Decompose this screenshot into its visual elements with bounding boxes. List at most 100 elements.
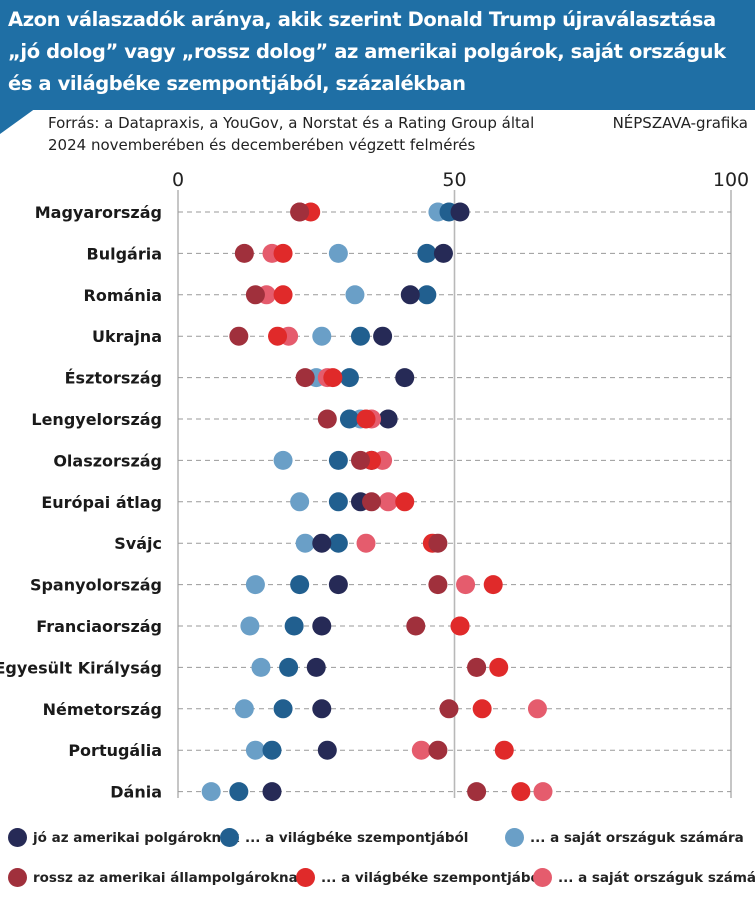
data-point [345, 285, 365, 305]
data-point [312, 699, 332, 719]
data-point [328, 243, 348, 263]
legend-label: rossz az amerikai állampolgároknak [33, 869, 307, 886]
data-point [312, 533, 332, 553]
data-point [395, 368, 415, 388]
data-point [339, 368, 359, 388]
data-point [428, 533, 448, 553]
x-axis-ticks: 0 50 100 [172, 169, 749, 191]
data-point [251, 657, 271, 677]
data-point [273, 450, 293, 470]
data-point [411, 740, 431, 760]
data-point [201, 782, 221, 802]
data-point [290, 575, 310, 595]
data-point [229, 326, 249, 346]
data-point [279, 657, 299, 677]
x-tick-label: 0 [172, 169, 184, 191]
legend-swatch [533, 868, 552, 887]
category-label: Spanyolország [30, 576, 162, 595]
legend-swatch [296, 868, 315, 887]
data-point [284, 616, 304, 636]
legend-label: ... a világbéke szempontjából [245, 829, 469, 846]
data-point [234, 699, 254, 719]
dot-plot: 0 50 100 Magyarország Bulgária Románia Ukrajn… [0, 169, 749, 802]
legend-swatch [8, 828, 27, 847]
data-point [245, 575, 265, 595]
category-label: Egyesült Királyság [0, 658, 162, 677]
legend-label: jó az amerikai polgároknak [33, 829, 240, 846]
category-label: Svájc [114, 534, 162, 553]
legend-swatch [220, 828, 239, 847]
data-point [456, 575, 476, 595]
legend-item: ... a saját országuk számára [533, 868, 755, 887]
data-point [472, 699, 492, 719]
legend-label: ... a saját országuk számára [530, 829, 744, 846]
data-point [378, 409, 398, 429]
data-point [328, 533, 348, 553]
category-labels: Magyarország Bulgária Románia Ukrajna Észtor… [0, 203, 162, 802]
data-point [273, 699, 293, 719]
data-point [290, 202, 310, 222]
data-point [306, 657, 326, 677]
data-points [201, 202, 553, 802]
data-point [328, 492, 348, 512]
legend-swatch [8, 868, 27, 887]
category-label: Lengyelország [31, 410, 162, 429]
data-point [268, 326, 288, 346]
legend-item: ... a világbéke szempontjából [220, 828, 468, 847]
data-point [400, 285, 420, 305]
data-point [245, 740, 265, 760]
data-point [229, 782, 249, 802]
x-tick-label: 50 [442, 169, 466, 191]
data-point [428, 575, 448, 595]
data-point [489, 657, 509, 677]
banner-notch [0, 108, 36, 134]
data-point [439, 699, 459, 719]
data-point [417, 243, 437, 263]
credit-label: NÉPSZAVA-grafika [612, 114, 748, 132]
data-point [240, 616, 260, 636]
data-point [295, 533, 315, 553]
data-point [350, 450, 370, 470]
data-point [450, 616, 470, 636]
data-point [494, 740, 514, 760]
data-point [262, 782, 282, 802]
data-point [467, 657, 487, 677]
data-point [533, 782, 553, 802]
data-point [245, 285, 265, 305]
legend-item: ... a világbéke szempontjából [296, 868, 544, 887]
data-point [467, 782, 487, 802]
legend-item: ... a saját országuk számára [505, 828, 744, 847]
legend: jó az amerikai polgároknak ... a világbék… [0, 818, 755, 900]
data-point [312, 326, 332, 346]
x-tick-label: 100 [713, 169, 749, 191]
data-point [273, 243, 293, 263]
category-label: Olaszország [53, 451, 162, 470]
legend-item: rossz az amerikai állampolgároknak [8, 868, 307, 887]
data-point [317, 409, 337, 429]
data-point [428, 740, 448, 760]
data-point [262, 740, 282, 760]
data-point [328, 450, 348, 470]
data-point [483, 575, 503, 595]
legend-label: ... a világbéke szempontjából [321, 869, 545, 886]
data-point [339, 409, 359, 429]
source-note: Forrás: a Datapraxis, a YouGov, a Norsta… [48, 114, 535, 154]
data-point [312, 616, 332, 636]
data-point [433, 243, 453, 263]
data-point [234, 243, 254, 263]
data-point [395, 492, 415, 512]
category-label: Bulgária [87, 244, 163, 263]
chart-title: Azon válaszadók aránya, akik szerint Don… [8, 8, 726, 95]
category-label: Magyarország [35, 203, 162, 222]
legend-label: ... a saját országuk számára [558, 869, 755, 886]
legend-item: jó az amerikai polgároknak [8, 828, 239, 847]
category-label: Portugália [68, 741, 162, 760]
data-point [350, 326, 370, 346]
data-point [450, 202, 470, 222]
data-point [295, 368, 315, 388]
data-point [356, 533, 376, 553]
data-point [273, 285, 293, 305]
data-point [290, 492, 310, 512]
data-point [317, 740, 337, 760]
